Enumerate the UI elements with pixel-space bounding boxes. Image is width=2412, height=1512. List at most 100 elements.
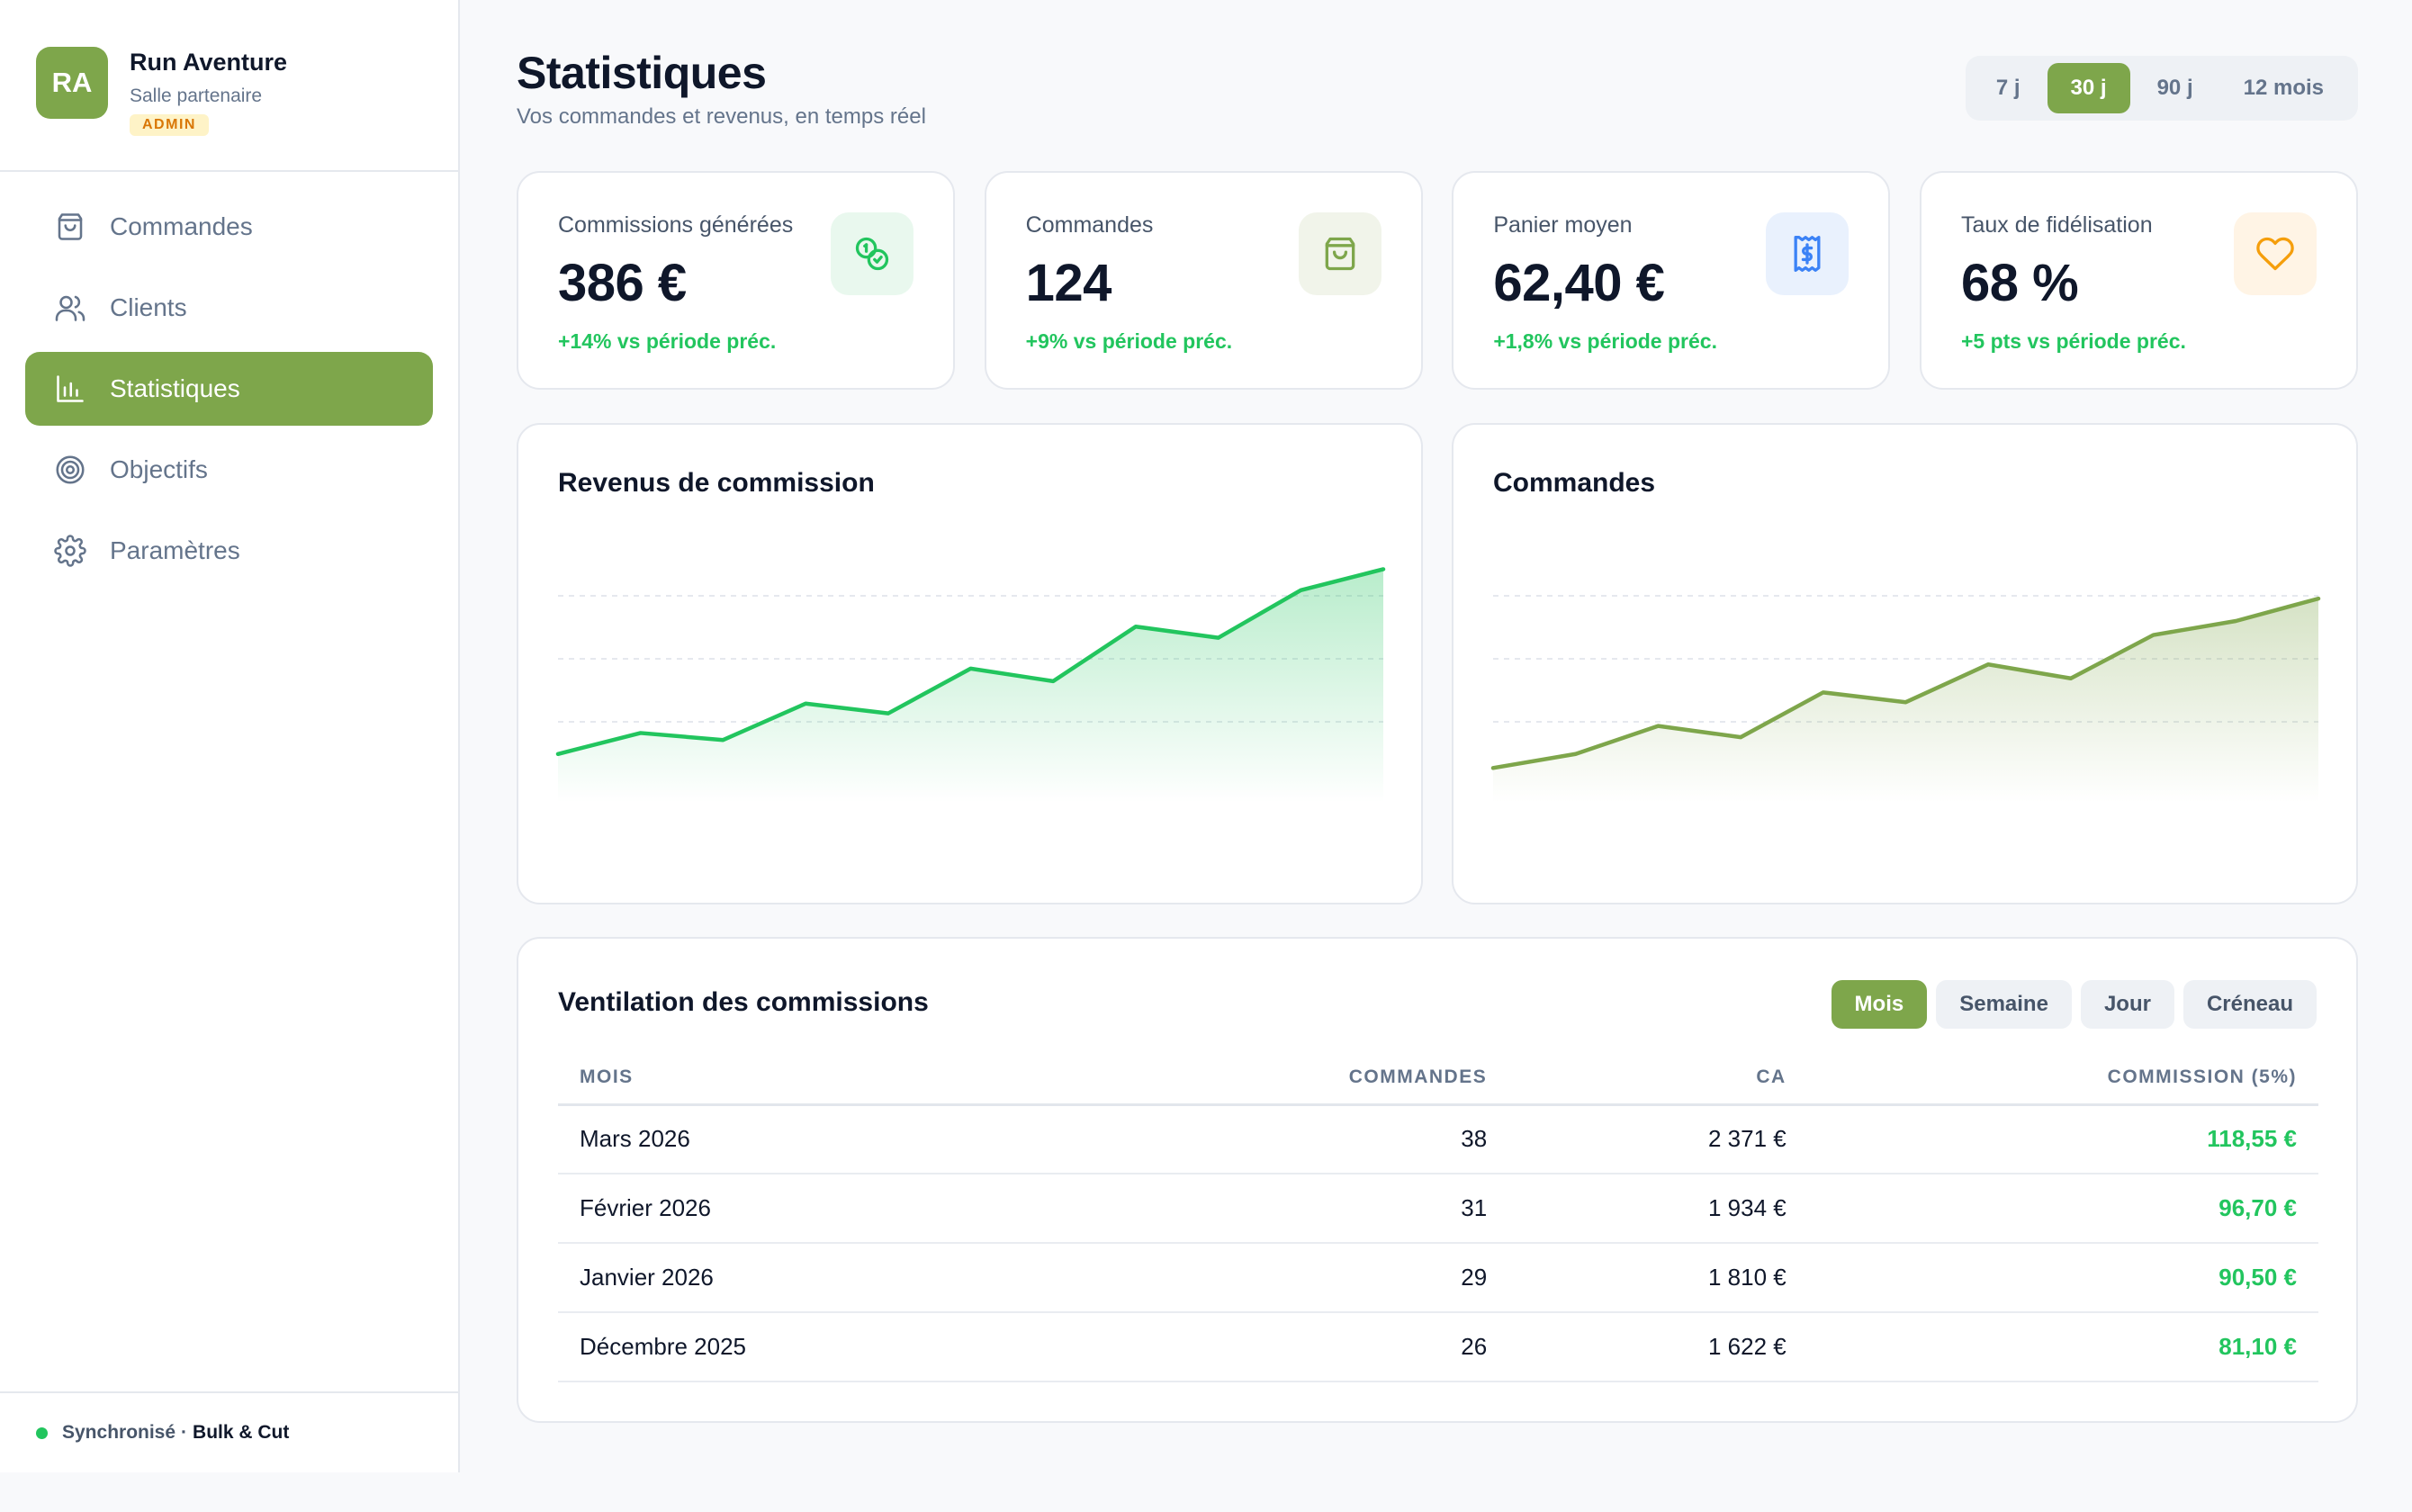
sync-status: Synchronisé · Bulk & Cut bbox=[0, 1391, 458, 1472]
sidebar-item-label: Objectifs bbox=[110, 455, 208, 483]
kpi-value: 62,40 € bbox=[1493, 254, 1665, 312]
commission-revenue-chart bbox=[555, 567, 1386, 803]
partner-name: Bulk & Cut bbox=[193, 1422, 290, 1443]
table-row: Mars 2026 38 2 371 € 118,55 € bbox=[558, 1104, 2318, 1174]
date-range-selector: 7 j 30 j 90 j 12 mois bbox=[1965, 56, 2358, 121]
range-30d-button[interactable]: 30 j bbox=[2047, 63, 2130, 113]
separator: · bbox=[181, 1422, 188, 1443]
cell-commission: 118,55 € bbox=[1807, 1104, 2318, 1174]
table-header-row: MOIS COMMANDES CA COMMISSION (5%) bbox=[558, 1052, 2318, 1106]
data-point bbox=[1382, 567, 1385, 571]
data-point bbox=[639, 731, 643, 734]
orders-chart-card: Commandes bbox=[1452, 423, 2358, 904]
kpi-delta: +1,8% vs période préc. bbox=[1493, 329, 1717, 353]
cell-orders: 31 bbox=[1227, 1174, 1509, 1244]
column-header-orders: COMMANDES bbox=[1227, 1052, 1509, 1106]
cell-orders: 29 bbox=[1227, 1243, 1509, 1313]
sync-status-label: Synchronisé bbox=[62, 1422, 176, 1443]
kpi-delta: +14% vs période préc. bbox=[558, 329, 777, 353]
range-90d-button[interactable]: 90 j bbox=[2156, 76, 2193, 100]
kpi-label: Panier moyen bbox=[1493, 212, 1633, 238]
cell-orders: 26 bbox=[1227, 1312, 1509, 1382]
commission-revenue-chart-card: Revenus de commission bbox=[517, 423, 1423, 904]
brand-subtitle: Salle partenaire bbox=[130, 86, 263, 106]
coins-icon bbox=[855, 237, 889, 271]
heart-icon bbox=[2256, 237, 2294, 271]
sidebar-item-commandes[interactable]: Commandes bbox=[25, 190, 433, 264]
sidebar-item-parametres[interactable]: Paramètres bbox=[25, 514, 433, 588]
kpi-value: 124 bbox=[1025, 254, 1112, 312]
cell-month: Mars 2026 bbox=[558, 1104, 1228, 1174]
series-area bbox=[1493, 598, 2318, 803]
kpi-delta: +5 pts vs période préc. bbox=[1960, 329, 2186, 353]
cell-revenue: 1 622 € bbox=[1508, 1312, 1808, 1382]
status-dot bbox=[36, 1426, 48, 1439]
chart-title: Revenus de commission bbox=[558, 468, 875, 498]
cell-commission: 96,70 € bbox=[1807, 1174, 2318, 1244]
sidebar-item-label: Clients bbox=[110, 293, 187, 321]
sidebar-item-label: Paramètres bbox=[110, 536, 240, 564]
page-title: Statistiques bbox=[517, 48, 767, 98]
cell-month: Février 2026 bbox=[558, 1174, 1228, 1244]
users-icon bbox=[55, 295, 86, 321]
table-row: Janvier 2026 29 1 810 € 90,50 € bbox=[558, 1243, 2318, 1313]
data-point bbox=[1134, 625, 1138, 628]
kpi-row: Commissions générées 386 € +14% vs pério… bbox=[517, 171, 2358, 390]
tab-semaine[interactable]: Semaine bbox=[1936, 980, 2072, 1029]
sidebar: RA Run Aventure Salle partenaire ADMIN C… bbox=[0, 0, 460, 1472]
sidebar-item-objectifs[interactable]: Objectifs bbox=[25, 433, 433, 507]
kpi-card-average-basket: Panier moyen 62,40 € +1,8% vs période pr… bbox=[1452, 171, 1891, 390]
tab-jour[interactable]: Jour bbox=[2080, 980, 2174, 1029]
data-point bbox=[1051, 680, 1055, 683]
kpi-card-orders: Commandes 124 +9% vs période préc. bbox=[984, 171, 1423, 390]
cell-revenue: 1 934 € bbox=[1508, 1174, 1808, 1244]
sidebar-item-label: Commandes bbox=[110, 212, 253, 240]
data-point bbox=[969, 667, 972, 670]
range-12m-button[interactable]: 12 mois bbox=[2243, 76, 2324, 100]
data-point bbox=[1986, 662, 1990, 666]
column-header-month: MOIS bbox=[558, 1052, 1228, 1106]
cell-revenue: 2 371 € bbox=[1508, 1104, 1808, 1174]
sidebar-nav: Commandes Clients Statistiques Objectifs… bbox=[0, 172, 458, 588]
chart-title: Commandes bbox=[1493, 468, 1656, 498]
data-point bbox=[1491, 766, 1495, 770]
data-point bbox=[2152, 634, 2156, 637]
kpi-value: 386 € bbox=[558, 254, 687, 312]
data-point bbox=[1904, 700, 1907, 704]
range-7d-button[interactable]: 7 j bbox=[1995, 76, 2020, 100]
tab-mois[interactable]: Mois bbox=[1831, 980, 1928, 1029]
orders-chart bbox=[1490, 595, 2321, 803]
column-header-revenue: CA bbox=[1508, 1052, 1808, 1106]
data-point bbox=[721, 738, 724, 742]
brand-name: Run Aventure bbox=[130, 49, 288, 76]
column-header-commission: COMMISSION (5%) bbox=[1807, 1052, 2318, 1106]
kpi-label: Commissions générées bbox=[558, 212, 794, 238]
data-point bbox=[886, 712, 890, 716]
kpi-label: Commandes bbox=[1025, 212, 1154, 238]
cell-month: Décembre 2025 bbox=[558, 1312, 1228, 1382]
cell-commission: 90,50 € bbox=[1807, 1243, 2318, 1313]
sidebar-item-clients[interactable]: Clients bbox=[25, 271, 433, 345]
role-badge: ADMIN bbox=[130, 114, 209, 136]
brand-header: RA Run Aventure Salle partenaire ADMIN bbox=[0, 0, 458, 172]
data-point bbox=[556, 752, 560, 756]
kpi-icon-box bbox=[2233, 212, 2317, 295]
data-point bbox=[1739, 735, 1742, 739]
commission-breakdown-card: Ventilation des commissions Mois Semaine… bbox=[517, 937, 2358, 1423]
kpi-value: 68 % bbox=[1960, 254, 2079, 312]
table-title: Ventilation des commissions bbox=[558, 987, 929, 1017]
kpi-icon-box bbox=[831, 212, 914, 295]
table-row: Décembre 2025 26 1 622 € 81,10 € bbox=[558, 1312, 2318, 1382]
page-subtitle: Vos commandes et revenus, en temps réel bbox=[517, 104, 926, 129]
data-point bbox=[1574, 752, 1578, 756]
bag-icon bbox=[1325, 237, 1354, 271]
cell-commission: 81,10 € bbox=[1807, 1312, 2318, 1382]
kpi-card-commissions: Commissions générées 386 € +14% vs pério… bbox=[517, 171, 955, 390]
table-row: Février 2026 31 1 934 € 96,70 € bbox=[558, 1174, 2318, 1244]
commission-table: MOIS COMMANDES CA COMMISSION (5%) Mars 2… bbox=[558, 1052, 2318, 1382]
sidebar-item-statistiques[interactable]: Statistiques bbox=[25, 352, 433, 426]
tab-creneau[interactable]: Créneau bbox=[2182, 980, 2317, 1029]
data-point bbox=[2234, 619, 2237, 623]
receipt-icon bbox=[1794, 236, 1821, 272]
data-point bbox=[1299, 589, 1302, 592]
